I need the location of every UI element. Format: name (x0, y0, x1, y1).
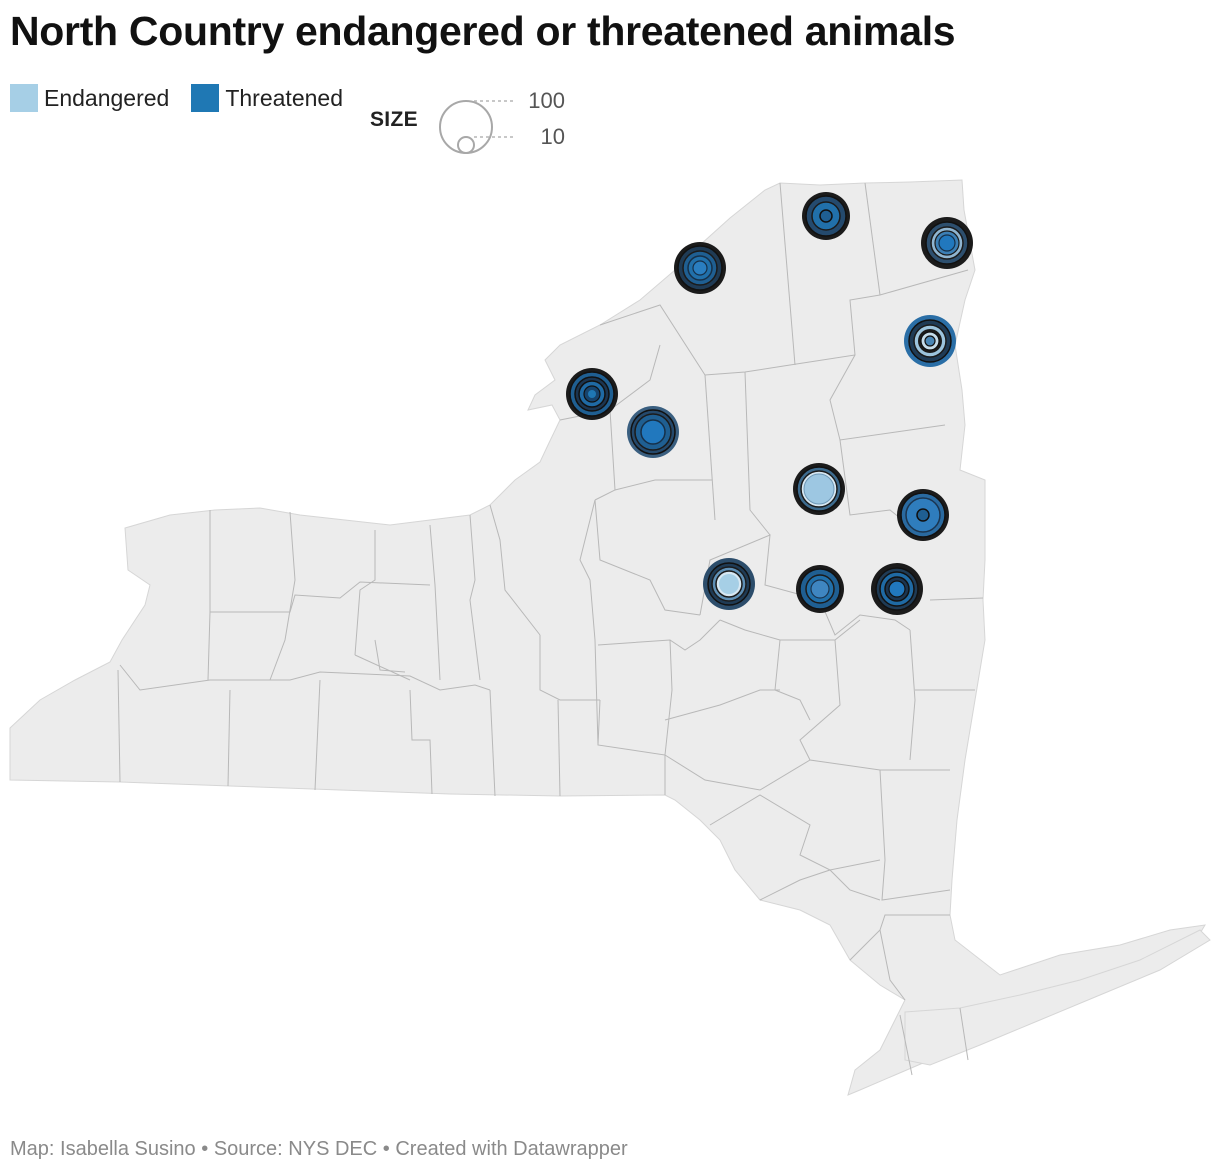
color-legend: Endangered Threatened (10, 82, 365, 114)
legend-label-endangered: Endangered (44, 84, 170, 111)
ring (924, 335, 936, 347)
map (0, 160, 1220, 1120)
county-borders (117, 182, 984, 1076)
ring (803, 473, 835, 505)
footer-source: Source: NYS DEC (213, 1138, 378, 1160)
state-outline (9, 179, 1206, 1096)
ring (938, 234, 956, 252)
page-title: North Country endangered or threatened a… (10, 8, 956, 54)
marker-franklin[interactable] (802, 192, 850, 240)
footer-credits: Map: Isabella Susino • Source: NYS DEC •… (10, 1138, 628, 1161)
ring (888, 580, 906, 598)
ring (640, 419, 666, 445)
marker-lewis[interactable] (627, 406, 679, 458)
footer-credit: Created with Datawrapper (395, 1138, 628, 1160)
size-value-small: 10 (540, 124, 565, 149)
size-legend-label: SIZE (370, 108, 418, 131)
footer-byline: Map: Isabella Susino (10, 1138, 196, 1160)
marker-essex[interactable] (904, 315, 956, 367)
legend-label-threatened: Threatened (225, 84, 343, 111)
legend-swatch-threatened (191, 84, 220, 112)
ring (692, 260, 708, 276)
size-legend: SIZE 100 10 (370, 84, 580, 158)
ring (719, 574, 739, 594)
ring (819, 209, 833, 223)
legend-item-threatened: Threatened (191, 84, 343, 112)
ring (588, 390, 596, 398)
marker-herkimer-south[interactable] (703, 558, 755, 610)
legend-swatch-endangered (10, 84, 38, 112)
markers (566, 192, 973, 615)
long-island (904, 929, 1211, 1066)
size-legend-circles (439, 100, 515, 154)
size-circle-large (439, 100, 493, 154)
footer-separator: • (382, 1138, 390, 1160)
ring (916, 508, 930, 522)
marker-jefferson[interactable] (566, 368, 618, 420)
size-circle-small (457, 136, 475, 154)
marker-warren[interactable] (897, 489, 949, 541)
ring (810, 579, 830, 599)
marker-fulton[interactable] (796, 565, 844, 613)
new-york-map (9, 179, 1211, 1096)
marker-saratoga[interactable] (871, 563, 923, 615)
legend-item-endangered: Endangered (10, 84, 169, 112)
footer-separator: • (201, 1138, 209, 1160)
marker-st-lawrence[interactable] (674, 242, 726, 294)
marker-hamilton[interactable] (793, 463, 845, 515)
marker-clinton[interactable] (921, 217, 973, 269)
size-value-large: 100 (528, 88, 565, 113)
